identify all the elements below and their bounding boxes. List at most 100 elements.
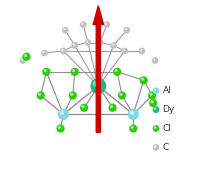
Circle shape [114,69,118,72]
Circle shape [80,104,88,112]
Circle shape [154,107,156,110]
Circle shape [149,99,157,107]
Circle shape [81,22,84,25]
Circle shape [150,100,154,104]
Circle shape [80,21,87,28]
Circle shape [153,106,159,113]
Circle shape [59,110,64,115]
Circle shape [73,70,75,72]
Circle shape [128,109,139,120]
Circle shape [22,53,31,61]
Circle shape [41,50,48,56]
Circle shape [70,92,73,96]
Circle shape [131,112,133,114]
Circle shape [25,55,26,57]
Circle shape [129,110,134,115]
Circle shape [121,48,128,54]
Text: Cl: Cl [163,124,171,133]
Circle shape [38,92,41,96]
Circle shape [95,83,98,86]
Circle shape [148,91,156,100]
Circle shape [116,70,117,72]
Circle shape [153,125,159,132]
Circle shape [111,106,112,108]
Circle shape [21,59,23,60]
Circle shape [110,42,117,49]
Circle shape [98,40,101,43]
Circle shape [155,127,156,128]
Circle shape [97,39,104,46]
Circle shape [103,21,110,28]
Text: C: C [163,143,169,152]
Circle shape [155,89,156,91]
Circle shape [82,23,83,24]
Circle shape [56,124,65,133]
Circle shape [118,91,126,100]
Circle shape [45,70,46,72]
Circle shape [99,41,100,42]
Circle shape [72,69,75,72]
Circle shape [71,42,78,49]
Circle shape [61,49,64,51]
Circle shape [153,144,159,151]
Circle shape [113,68,121,76]
Circle shape [155,108,156,109]
Circle shape [124,50,125,51]
Circle shape [119,92,123,96]
Circle shape [71,94,73,95]
Circle shape [112,44,113,45]
Circle shape [154,59,155,60]
Circle shape [93,80,99,87]
Circle shape [129,124,137,133]
Circle shape [63,28,66,31]
Circle shape [149,92,153,96]
Circle shape [62,27,69,34]
Circle shape [154,145,156,148]
Circle shape [58,125,61,129]
Circle shape [43,52,44,53]
Circle shape [59,127,61,128]
Circle shape [62,50,63,51]
Circle shape [58,109,69,120]
Circle shape [71,68,79,76]
Circle shape [73,44,75,45]
Circle shape [123,49,125,51]
Circle shape [42,50,45,53]
Circle shape [72,43,75,46]
Circle shape [140,76,148,84]
Circle shape [151,94,152,95]
Circle shape [43,69,47,72]
Circle shape [85,40,88,43]
Circle shape [152,57,158,64]
FancyArrow shape [93,6,104,132]
Circle shape [139,49,142,51]
Circle shape [138,48,145,54]
Circle shape [130,125,134,129]
Circle shape [83,106,84,108]
Circle shape [24,54,27,57]
Circle shape [81,105,85,108]
Circle shape [154,88,156,91]
Circle shape [123,27,130,34]
Circle shape [153,58,156,61]
Circle shape [124,28,127,31]
Circle shape [141,77,144,81]
Circle shape [154,126,156,129]
Circle shape [142,79,144,80]
Circle shape [60,48,67,54]
Circle shape [37,91,45,100]
Circle shape [20,58,23,61]
Circle shape [61,112,63,114]
Circle shape [69,91,77,100]
Circle shape [105,23,107,24]
Circle shape [155,146,156,147]
Circle shape [153,87,159,94]
Circle shape [152,101,153,103]
Circle shape [110,105,113,108]
Circle shape [104,22,107,25]
Circle shape [141,50,142,51]
Circle shape [84,39,91,46]
Circle shape [87,41,88,42]
Circle shape [125,29,127,30]
Circle shape [90,78,106,94]
